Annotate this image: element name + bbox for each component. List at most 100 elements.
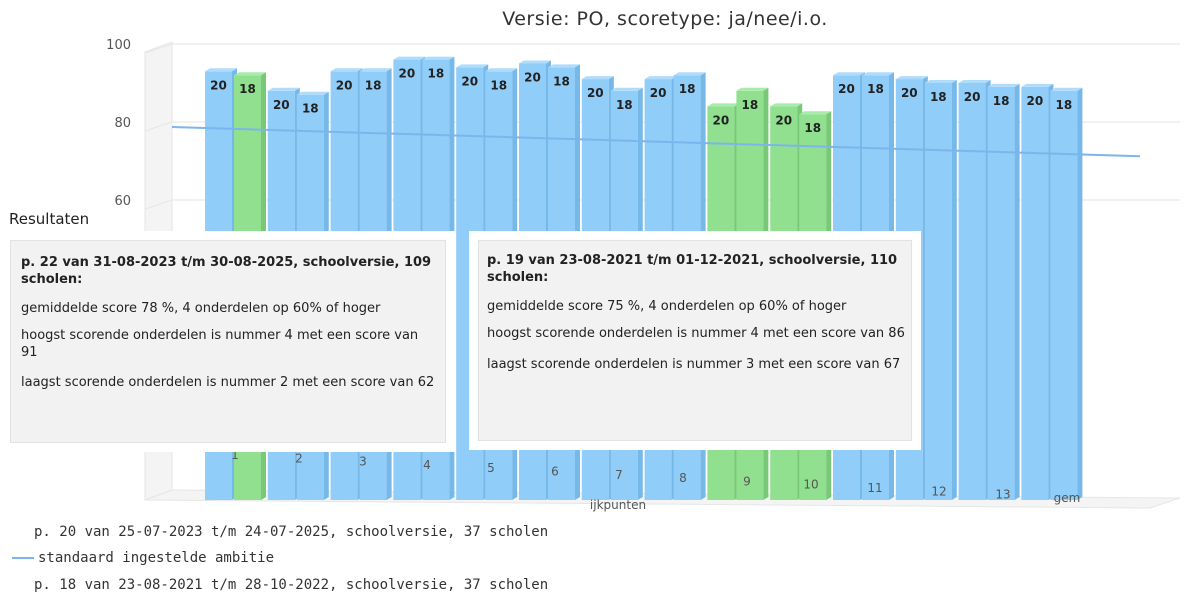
bar-top <box>707 103 740 107</box>
bar-top <box>234 72 266 76</box>
x-axis-label: ijkpunten <box>590 498 646 512</box>
bar-data-label: 18 <box>302 102 319 116</box>
bar-data-label: 20 <box>399 67 416 81</box>
x-tick-label: 12 <box>931 484 946 498</box>
y-tick-label: 100 <box>106 38 131 53</box>
bar-top <box>987 83 1020 87</box>
bar-data-label: 20 <box>713 113 730 127</box>
bar[interactable]: 20 <box>1021 83 1054 501</box>
bar-top <box>862 72 894 76</box>
gridline-side <box>144 121 173 132</box>
x-tick-label: gem <box>1054 491 1081 505</box>
x-tick-label: 4 <box>423 458 431 472</box>
bar-data-label: 20 <box>273 98 290 112</box>
bar-data-label: 20 <box>524 71 541 85</box>
legend-label: p. 20 van 25-07-2023 t/m 24-07-2025, sch… <box>34 524 549 540</box>
bar-data-label: 20 <box>775 113 792 127</box>
y-tick-label: 60 <box>114 194 131 209</box>
bar-top <box>485 68 518 72</box>
tooltip-highest: hoogst scorende onderdelen is nummer 4 m… <box>487 325 905 341</box>
x-tick-label: 11 <box>867 481 882 495</box>
legend-label: standaard ingestelde ambitie <box>38 550 275 566</box>
bar-top <box>644 76 677 80</box>
x-tick-label: 7 <box>615 468 623 482</box>
bar-top <box>833 72 865 76</box>
tooltip-average: gemiddelde score 75 %, 4 onderdelen op 6… <box>487 298 847 314</box>
ambition-line-layer <box>171 126 1141 158</box>
bar-top <box>205 68 237 72</box>
x-tick-label: 9 <box>743 474 751 488</box>
bar-data-label: 18 <box>365 78 382 92</box>
legend-item-series-1[interactable]: p. 20 van 25-07-2023 t/m 24-07-2025, sch… <box>0 524 548 540</box>
bar[interactable]: 18 <box>924 80 957 500</box>
bar-top <box>456 64 489 68</box>
bar-data-label: 18 <box>1056 98 1073 112</box>
tooltip-highest: hoogst scorende onderdelen is nummer 4 m… <box>21 327 419 360</box>
bar-data-label: 18 <box>239 82 256 96</box>
ambition-line-swatch <box>12 557 34 559</box>
gridline-side <box>144 199 173 210</box>
bar-data-label: 20 <box>838 82 855 96</box>
bar-face <box>1050 90 1078 501</box>
bar-top <box>770 103 803 107</box>
bar[interactable]: 20 <box>958 80 991 500</box>
bar-face <box>924 83 952 500</box>
bar-data-label: 20 <box>210 78 227 92</box>
bar-top <box>267 87 300 91</box>
bar-top <box>296 91 329 95</box>
bar-data-label: 20 <box>650 86 667 100</box>
bar-side <box>449 56 455 500</box>
bar-top <box>610 87 643 91</box>
x-tick-label: 1 <box>231 448 239 462</box>
bar[interactable]: 18 <box>1050 87 1083 501</box>
results-tooltip-left: p. 22 van 31-08-2023 t/m 30-08-2025, sch… <box>10 240 446 443</box>
bar-top <box>895 76 928 80</box>
bar-data-label: 18 <box>428 67 445 81</box>
bar-top <box>519 60 551 64</box>
bar-data-label: 18 <box>867 82 884 96</box>
bar-data-label: 18 <box>616 98 633 112</box>
bar[interactable]: 18 <box>987 83 1020 501</box>
bar-side <box>1014 83 1020 501</box>
y-axis: 60 80 100 <box>106 38 131 209</box>
x-tick-label: 10 <box>803 478 818 492</box>
bar-data-label: 20 <box>336 78 353 92</box>
x-axis: 1 2 3 4 5 6 7 8 9 10 11 12 13 gem <box>231 448 1080 505</box>
tooltip-lowest: laagst scorende onderdelen is nummer 2 m… <box>21 375 435 391</box>
bar-top <box>581 76 614 80</box>
results-tooltip-right: p. 19 van 23-08-2021 t/m 01-12-2021, sch… <box>478 240 912 441</box>
x-tick-label: 5 <box>487 461 495 475</box>
bar-face <box>987 86 1015 501</box>
bar-data-label: 18 <box>679 82 696 96</box>
bar-top <box>393 56 426 60</box>
bar-data-label: 18 <box>553 74 570 88</box>
bar-side <box>1077 87 1083 501</box>
x-tick-label: 8 <box>679 471 687 485</box>
legend-item-series-2[interactable]: p. 18 van 23-08-2021 t/m 28-10-2022, sch… <box>0 577 548 593</box>
bar-data-label: 20 <box>1027 94 1044 108</box>
bar-data-label: 18 <box>742 98 759 112</box>
legend-item-ambition[interactable]: standaard ingestelde ambitie <box>0 550 274 566</box>
bar-top <box>548 64 580 68</box>
x-tick-label: 13 <box>995 488 1010 502</box>
bar-data-label: 20 <box>461 74 478 88</box>
bar-top <box>422 56 455 60</box>
bar-top <box>1050 87 1083 91</box>
gridline-side <box>144 43 173 54</box>
chart-title: Versie: PO, scoretype: ja/nee/i.o. <box>502 8 828 30</box>
legend-label: p. 18 van 23-08-2021 t/m 28-10-2022, sch… <box>34 577 549 593</box>
bar-data-label: 20 <box>587 86 604 100</box>
bar-face <box>1021 86 1049 501</box>
ambition-line[interactable] <box>171 126 1141 158</box>
bar-data-label: 18 <box>930 90 947 104</box>
bar-side <box>951 80 957 500</box>
results-heading: Resultaten <box>9 210 90 228</box>
bar-data-label: 18 <box>993 94 1010 108</box>
tooltip-lowest: laagst scorende onderdelen is nummer 3 m… <box>487 356 901 372</box>
bar-top <box>330 68 363 72</box>
bar-data-label: 18 <box>490 78 507 92</box>
bar-top <box>673 72 706 76</box>
bar-top <box>924 80 957 83</box>
tooltip-heading: p. 22 van 31-08-2023 t/m 30-08-2025, sch… <box>21 255 432 287</box>
tooltip-heading: p. 19 van 23-08-2021 t/m 01-12-2021, sch… <box>487 253 898 285</box>
